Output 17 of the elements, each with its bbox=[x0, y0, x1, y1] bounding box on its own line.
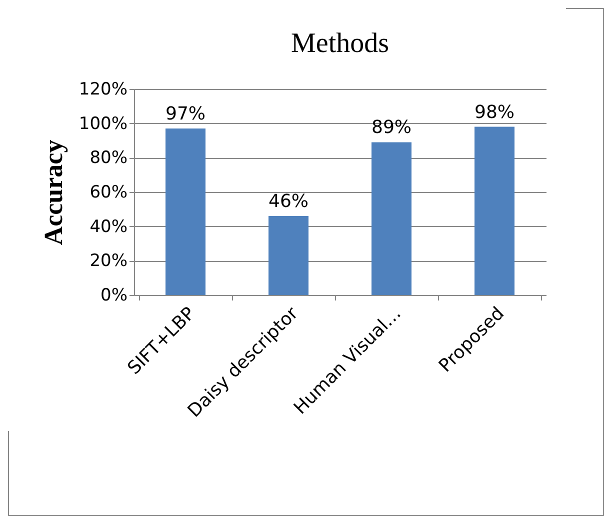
data-label: 89% bbox=[371, 117, 412, 138]
y-tick-label: 0% bbox=[100, 286, 128, 306]
y-tick-label: 80% bbox=[90, 148, 128, 168]
chart-title: Methods bbox=[291, 28, 389, 59]
data-label: 98% bbox=[474, 102, 515, 123]
data-label: 97% bbox=[165, 103, 206, 124]
bar bbox=[166, 128, 206, 295]
y-tick-label: 100% bbox=[78, 114, 128, 134]
bar bbox=[268, 216, 308, 295]
bar bbox=[474, 126, 514, 295]
y-tick-label: 120% bbox=[78, 80, 128, 100]
bar bbox=[372, 142, 412, 295]
y-tick-label: 40% bbox=[90, 216, 128, 237]
y-tick-label: 60% bbox=[90, 182, 128, 202]
y-axis-title: Accuracy bbox=[38, 140, 68, 246]
y-tick-label: 20% bbox=[90, 251, 128, 272]
data-label: 46% bbox=[268, 191, 309, 212]
